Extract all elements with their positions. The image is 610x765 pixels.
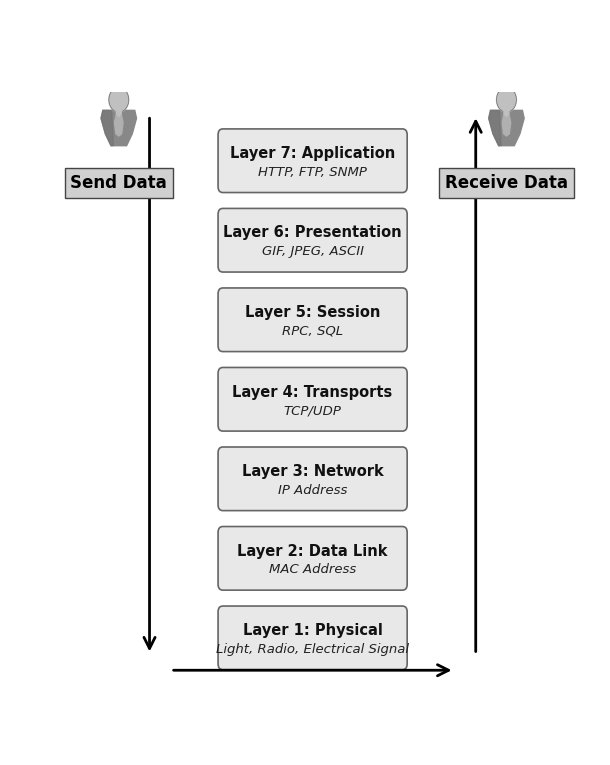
Polygon shape [489, 110, 524, 145]
Polygon shape [504, 109, 509, 116]
FancyBboxPatch shape [218, 526, 407, 590]
FancyBboxPatch shape [218, 606, 407, 669]
Text: HTTP, FTP, SNMP: HTTP, FTP, SNMP [258, 166, 367, 178]
Text: Layer 5: Session: Layer 5: Session [245, 305, 380, 320]
Text: Receive Data: Receive Data [445, 174, 568, 192]
Text: Layer 1: Physical: Layer 1: Physical [243, 623, 382, 638]
Polygon shape [101, 110, 113, 145]
Text: Send Data: Send Data [70, 174, 167, 192]
FancyBboxPatch shape [218, 447, 407, 510]
Text: Light, Radio, Electrical Signal: Light, Radio, Electrical Signal [216, 643, 409, 656]
FancyBboxPatch shape [218, 129, 407, 193]
Polygon shape [116, 109, 121, 116]
Text: Layer 3: Network: Layer 3: Network [242, 464, 384, 479]
Polygon shape [489, 110, 501, 145]
FancyBboxPatch shape [117, 104, 121, 109]
Polygon shape [101, 110, 137, 145]
Polygon shape [502, 110, 511, 136]
FancyBboxPatch shape [504, 104, 508, 109]
FancyBboxPatch shape [218, 367, 407, 431]
Text: IP Address: IP Address [278, 483, 347, 496]
Text: GIF, JPEG, ASCII: GIF, JPEG, ASCII [262, 245, 364, 258]
Circle shape [109, 87, 129, 112]
Text: MAC Address: MAC Address [269, 563, 356, 576]
Circle shape [497, 87, 517, 112]
Text: Layer 6: Presentation: Layer 6: Presentation [223, 226, 402, 240]
Text: TCP/UDP: TCP/UDP [284, 404, 342, 417]
Text: Layer 7: Application: Layer 7: Application [230, 146, 395, 161]
FancyBboxPatch shape [218, 288, 407, 352]
FancyBboxPatch shape [218, 208, 407, 272]
Text: RPC, SQL: RPC, SQL [282, 324, 343, 337]
Text: Layer 4: Transports: Layer 4: Transports [232, 385, 393, 399]
Text: Layer 2: Data Link: Layer 2: Data Link [237, 544, 388, 558]
Polygon shape [115, 110, 123, 136]
